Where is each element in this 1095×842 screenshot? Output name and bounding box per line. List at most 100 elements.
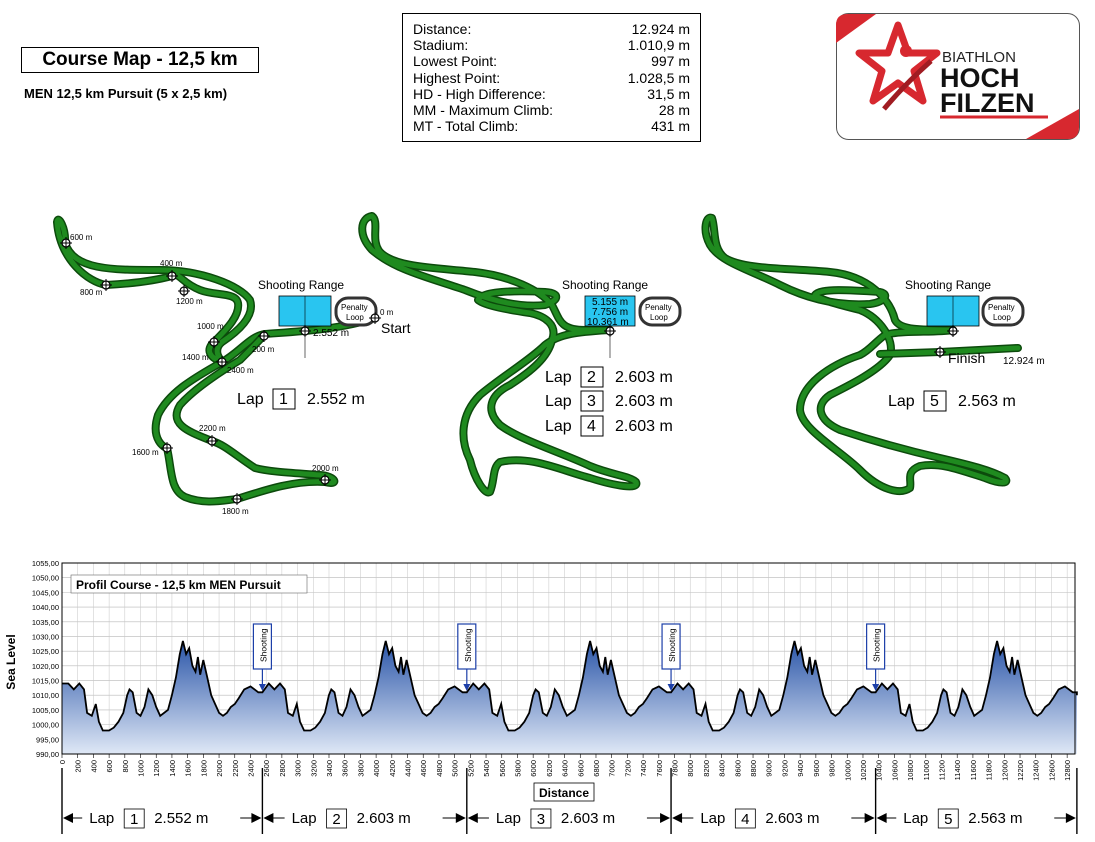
- x-tick-label: 1600: [184, 760, 193, 777]
- x-tick-label: 10200: [859, 760, 868, 781]
- page-subtitle: MEN 12,5 km Pursuit (5 x 2,5 km): [24, 86, 228, 101]
- distance-marker: 1000 m: [197, 322, 224, 331]
- lap-word: Lap: [89, 810, 114, 827]
- distance-marker: 1600 m: [132, 448, 159, 457]
- shooting-marker: Shooting: [866, 623, 886, 691]
- lap-word: Lap: [545, 369, 572, 386]
- x-tick-label: 1400: [168, 760, 177, 777]
- lap-word: Lap: [545, 393, 572, 410]
- x-tick-label: 200: [74, 760, 83, 773]
- y-axis-label: Sea Level: [4, 634, 18, 689]
- stat-row: Highest Point: 1.028,5 m: [413, 70, 690, 86]
- x-tick-label: 10800: [906, 760, 915, 781]
- stat-value: 1.028,5 m: [627, 70, 690, 86]
- lap-word: Lap: [237, 391, 264, 408]
- x-tick-label: 8200: [702, 760, 711, 777]
- penalty-loop-icon: Penalty Loop: [981, 296, 1025, 327]
- x-tick-label: 800: [121, 760, 130, 773]
- map-lap-1: Shooting Range Penalty Loop 0 m Start 2.…: [53, 215, 411, 516]
- hochfilzen-logo: BIATHLON HOCH FILZEN: [836, 13, 1080, 140]
- start-label: Start: [381, 320, 411, 336]
- lap-number: 2: [332, 811, 340, 828]
- x-tick-label: 400: [89, 760, 98, 773]
- distance-marker: 2200 m: [199, 424, 226, 433]
- stat-label: Stadium:: [413, 37, 469, 53]
- stat-row: MT - Total Climb: 431 m: [413, 118, 690, 134]
- x-tick-label: 7800: [671, 760, 680, 777]
- y-axis-ticks: 1055,00 1050,00 1045,00 1040,00 1035,00 1030,…: [32, 559, 59, 759]
- x-tick-label: 4600: [419, 760, 428, 777]
- x-tick-label: 4800: [435, 760, 444, 777]
- elevation-profile-chart: 1055,00 1050,00 1045,00 1040,00 1035,00 1030,…: [4, 559, 1078, 834]
- lap-length: 2.563 m: [968, 810, 1022, 827]
- course-maps: Shooting Range Penalty Loop 0 m Start 2.…: [53, 212, 1045, 516]
- x-tick-label: 4200: [388, 760, 397, 777]
- penalty-loop-label: Loop: [650, 313, 668, 322]
- distance-marker: 400 m: [160, 259, 183, 268]
- x-tick-label: 3800: [356, 760, 365, 777]
- distance-marker: 2000 m: [312, 464, 339, 473]
- star-logo-icon: [855, 21, 941, 111]
- x-tick-label: 12200: [1016, 760, 1025, 781]
- page-title: Course Map - 12,5 km: [21, 47, 259, 73]
- x-tick-label: 6000: [529, 760, 538, 777]
- distance-marker: 2400 m: [227, 366, 254, 375]
- lap-length: 2.603 m: [765, 810, 819, 827]
- lap-number: 4: [741, 811, 749, 828]
- x-tick-label: 4400: [404, 760, 413, 777]
- lap-word: Lap: [496, 810, 521, 827]
- stat-value: 431 m: [651, 118, 690, 134]
- y-tick-label: 1050,00: [32, 574, 59, 583]
- distance-marker: 600 m: [70, 233, 93, 242]
- x-tick-label: 9800: [828, 760, 837, 777]
- shooting-range-block: [584, 295, 636, 327]
- y-tick-label: 1055,00: [32, 559, 59, 568]
- lap-word: Lap: [545, 418, 572, 435]
- x-axis-label: Distance: [539, 786, 589, 800]
- finish-distance-label: 12.924 m: [1003, 356, 1045, 367]
- y-tick-label: 1030,00: [32, 632, 59, 641]
- x-tick-label: 12000: [1000, 760, 1009, 781]
- y-tick-label: 1005,00: [32, 706, 59, 715]
- x-tick-label: 12400: [1032, 760, 1041, 781]
- y-tick-label: 1045,00: [32, 588, 59, 597]
- stat-value: 28 m: [658, 102, 690, 118]
- lap-number: 2: [587, 369, 596, 386]
- x-tick-label: 6200: [545, 760, 554, 777]
- stat-label: MM - Maximum Climb:: [413, 102, 553, 118]
- x-tick-label: 10000: [843, 760, 852, 781]
- x-tick-label: 5000: [451, 760, 460, 777]
- track-laps-2-4: [358, 212, 641, 497]
- lap-segment: Lap 2 2.603 m: [263, 808, 466, 829]
- logo-line2: HOCH: [940, 63, 1020, 93]
- distance-marker: 1400 m: [182, 353, 209, 362]
- x-tick-label: 12600: [1047, 760, 1056, 781]
- lap-length: 2.603 m: [357, 810, 411, 827]
- x-tick-label: 12800: [1063, 760, 1072, 781]
- x-tick-label: 2000: [215, 760, 224, 777]
- lap-segment: Lap 1 2.552 m: [63, 808, 262, 829]
- stat-row: Distance: 12.924 m: [413, 21, 690, 37]
- stat-label: Lowest Point:: [413, 53, 498, 69]
- penalty-loop-icon: Penalty Loop: [334, 296, 378, 327]
- x-axis-ticks: 0 200 400 600 800 1000 1200 1400 1600 1800 2000 220…: [58, 754, 1072, 781]
- shooting-label: Shooting: [258, 628, 268, 662]
- x-tick-label: 7000: [608, 760, 617, 777]
- stat-label: MT - Total Climb:: [413, 118, 519, 134]
- shooting-marker: Shooting: [661, 623, 681, 691]
- x-tick-label: 5600: [498, 760, 507, 777]
- x-tick-label: 6400: [561, 760, 570, 777]
- stat-value: 1.010,9 m: [627, 37, 690, 53]
- x-tick-label: 8600: [733, 760, 742, 777]
- shooting-markers: Shooting Shooting Shooting Shooting: [252, 623, 886, 691]
- x-tick-label: 8800: [749, 760, 758, 777]
- x-tick-label: 9200: [780, 760, 789, 777]
- lap-number: 5: [930, 393, 939, 410]
- y-tick-label: 1015,00: [32, 677, 59, 686]
- x-tick-label: 11200: [938, 760, 947, 780]
- x-tick-label: 5400: [482, 760, 491, 777]
- stat-value: 997 m: [651, 53, 690, 69]
- map-lap-5: Shooting Range Penalty Loop Finish 12.92…: [701, 213, 1045, 495]
- lap-segment: Lap 5 2.563 m: [876, 808, 1076, 829]
- x-tick-label: 7200: [623, 760, 632, 777]
